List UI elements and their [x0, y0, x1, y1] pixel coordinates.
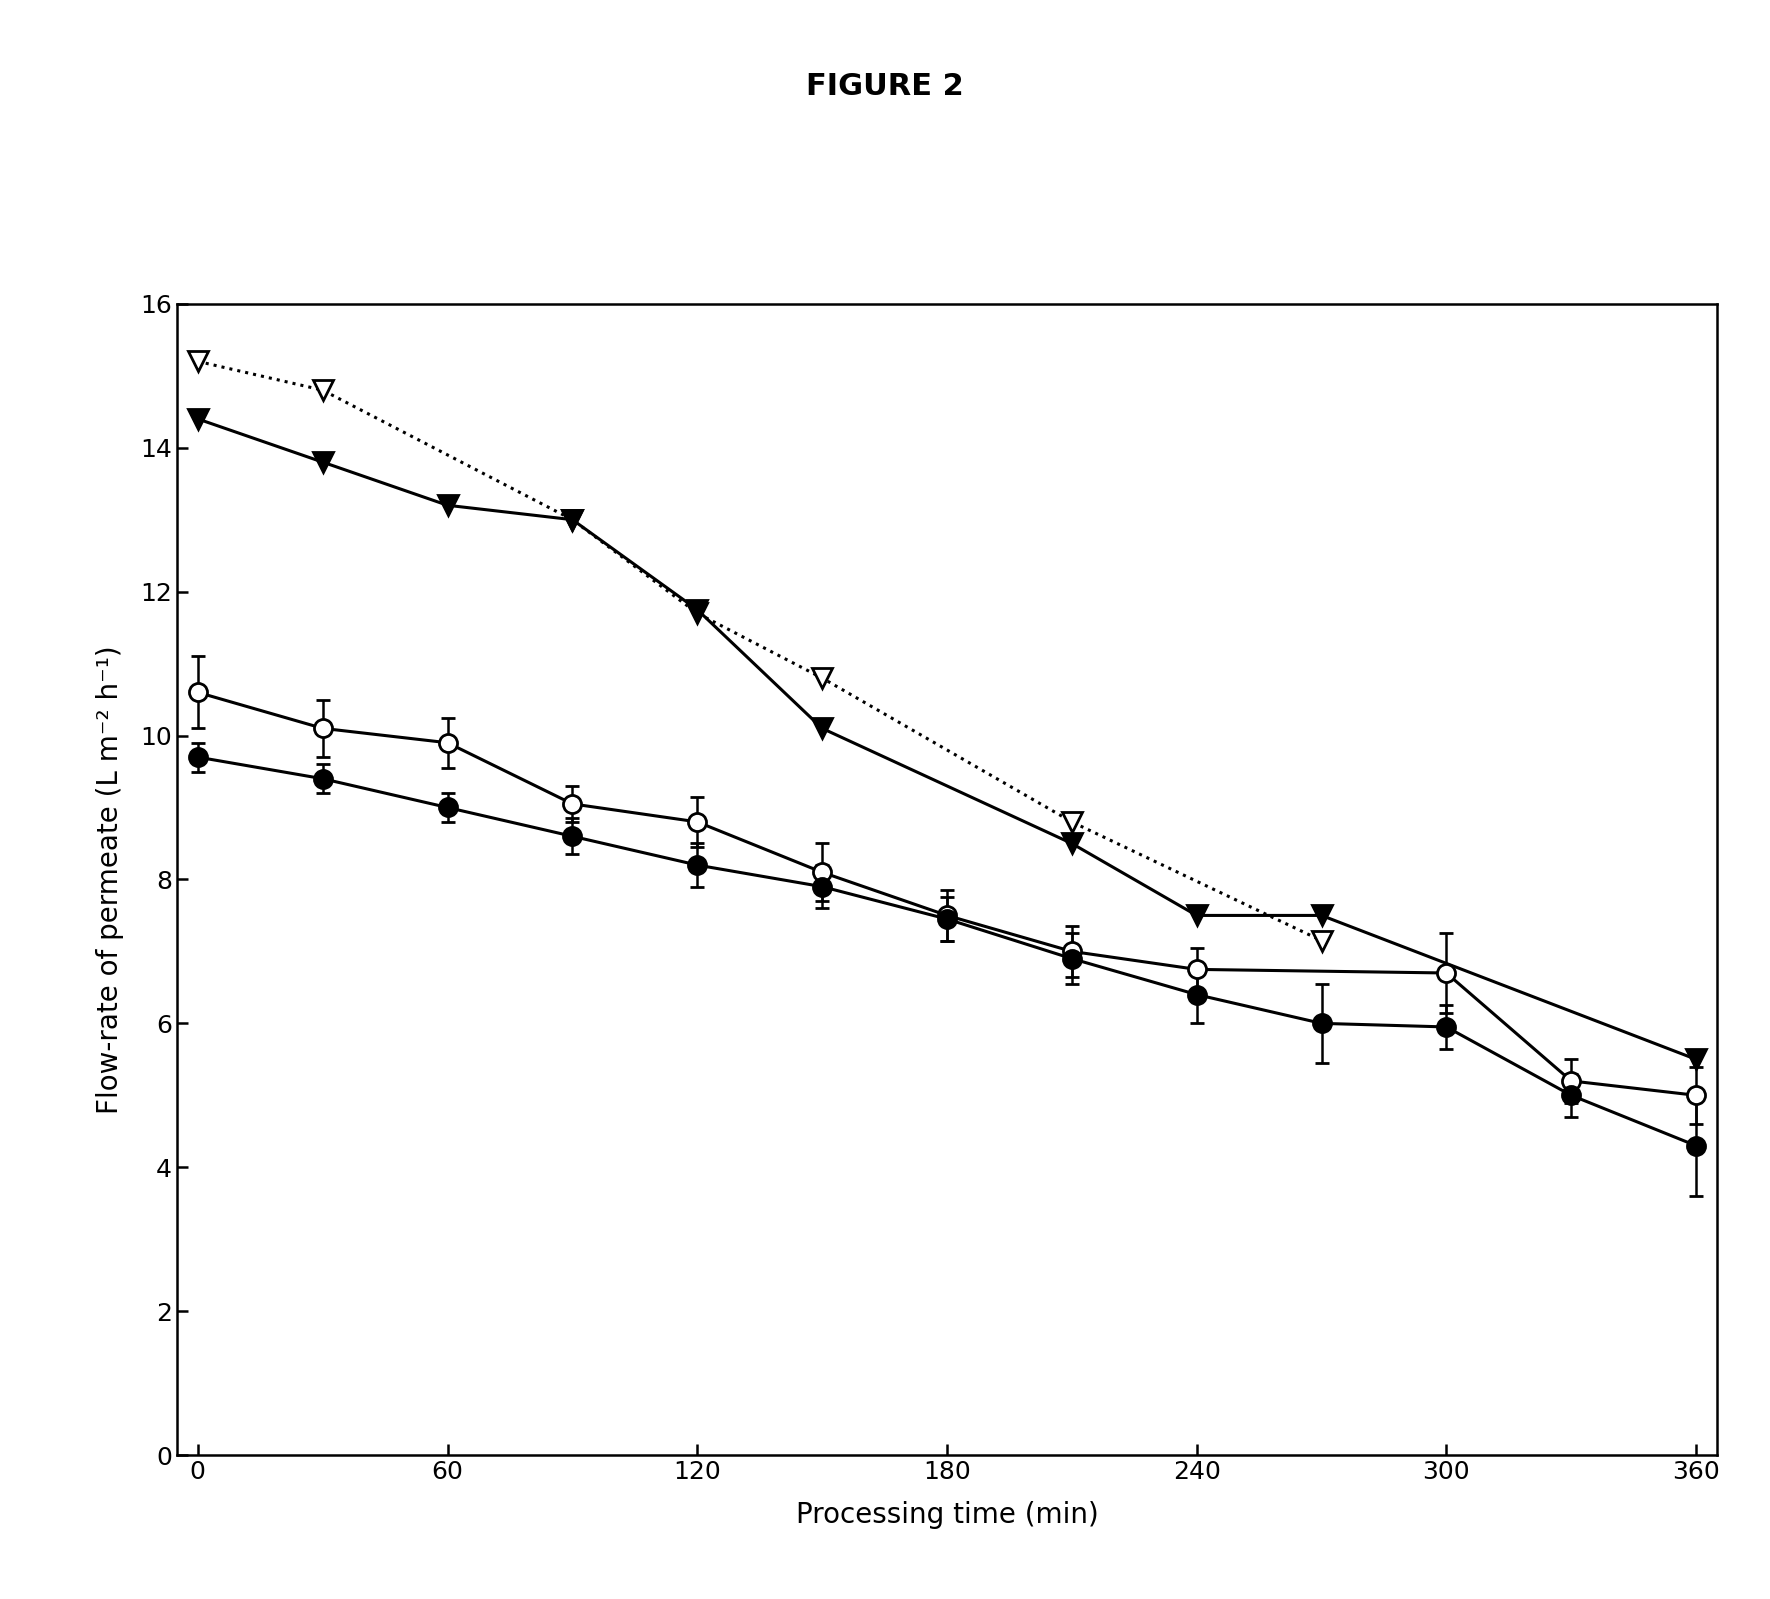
- Y-axis label: Flow-rate of permeate (L m⁻² h⁻¹): Flow-rate of permeate (L m⁻² h⁻¹): [96, 644, 124, 1115]
- X-axis label: Processing time (min): Processing time (min): [795, 1500, 1099, 1529]
- Text: FIGURE 2: FIGURE 2: [805, 72, 965, 101]
